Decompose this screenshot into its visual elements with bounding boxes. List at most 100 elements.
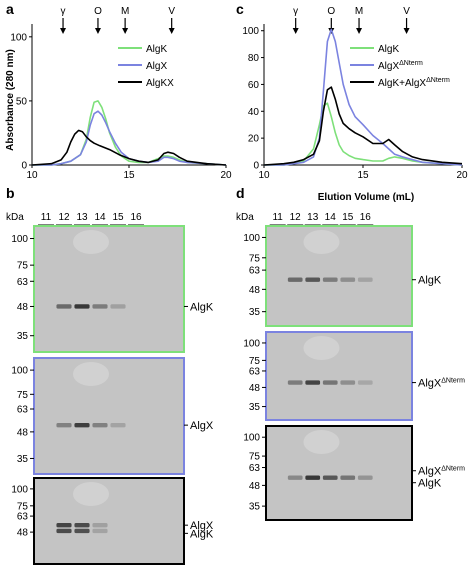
mw-marker-label: 75 [249, 452, 261, 463]
mw-marker-label: 75 [17, 261, 29, 272]
gel-band [340, 475, 356, 480]
band-label-main: AlgK [418, 478, 442, 490]
band-label-main: AlgX [418, 378, 442, 390]
series-line-0 [264, 102, 463, 166]
legend-entry-2: AlgK+AlgXΔNterm [378, 77, 450, 89]
marker-label: O [94, 6, 102, 17]
x-tick-label: 10 [258, 170, 270, 181]
gel-b-1: 100 75 63 48 35 AlgK [11, 225, 214, 353]
mw-marker-label: 48 [17, 427, 29, 438]
series-line-2 [263, 86, 463, 166]
chart-a: γ O M V 10 15 20 0 50 100 AlgK AlgX AlgKX Absorban… [5, 6, 232, 181]
chart-a-legend: AlgK AlgX AlgKX [118, 44, 174, 89]
gel-smudge [73, 362, 109, 386]
y-tick-label: 80 [248, 53, 260, 64]
gel-d-1: 100 75 63 48 35 AlgK [243, 225, 442, 327]
gel-band [357, 277, 373, 282]
gel-band [287, 380, 303, 385]
legend-entry-0: AlgK [378, 44, 399, 55]
mw-marker-label: 75 [17, 390, 29, 401]
mw-marker-label: 48 [249, 481, 261, 492]
gel-band [74, 522, 90, 528]
lane-label: 15 [112, 212, 124, 223]
band-label-main: AlgK [190, 528, 214, 540]
y-tick-label: 50 [16, 96, 28, 107]
gel-band [92, 522, 108, 528]
lane-label: 11 [41, 212, 52, 223]
chart-a-lines [31, 100, 227, 166]
chart-c-lines [263, 28, 463, 166]
gel-smudge [303, 230, 340, 254]
panel-label-d: d [236, 185, 245, 201]
band-label: AlgXΔNterm [418, 466, 465, 478]
gel-band [305, 475, 321, 480]
mw-marker-label: 100 [11, 366, 28, 377]
marker-label: M [121, 6, 129, 17]
mw-marker-label: 63 [17, 404, 29, 415]
gel-band [322, 475, 338, 480]
marker-arrow-head [403, 28, 410, 34]
band-label: AlgXΔNterm [418, 378, 465, 390]
band-label-main: AlgX [190, 420, 214, 432]
legend-entry-1: AlgX [146, 61, 167, 72]
mw-marker-label: 75 [17, 501, 29, 512]
mw-marker-label: 48 [17, 528, 29, 539]
mw-marker-label: 48 [249, 285, 261, 296]
gel-band [357, 475, 373, 480]
legend-entry-2-main: AlgKX [146, 78, 174, 89]
gel-band [56, 528, 72, 534]
legend-entry-2-superscript: ΔNterm [426, 77, 450, 84]
gel-band [340, 277, 356, 282]
mw-marker-label: 75 [249, 253, 261, 264]
panel-label-b: b [6, 185, 15, 201]
legend-entry-2: AlgKX [146, 78, 174, 89]
mw-marker-label: 35 [249, 402, 261, 413]
mw-marker-label: 100 [11, 484, 28, 495]
gel-image-frame [33, 357, 185, 475]
y-tick-label: 0 [21, 161, 27, 172]
marker-arrow-head [94, 28, 101, 34]
legend-entry-0: AlgK [146, 44, 167, 55]
lane-label: 15 [342, 212, 354, 223]
gel-image-frame [33, 225, 185, 353]
band-label-main: AlgX [418, 466, 442, 478]
gel-band [305, 380, 321, 385]
gel-d-kda-header: kDa [236, 212, 254, 223]
gel-band [322, 380, 338, 385]
gel-band [287, 277, 303, 282]
y-tick-label: 100 [10, 32, 27, 43]
mw-marker-label: 100 [243, 338, 260, 349]
gel-band [92, 422, 108, 428]
gel-band [56, 522, 72, 528]
band-label: AlgK [190, 301, 214, 313]
marker-label: V [403, 6, 410, 17]
band-label: AlgK [190, 528, 214, 540]
band-label: AlgK [418, 275, 442, 287]
gel-band [322, 277, 338, 282]
lane-label: 14 [94, 212, 106, 223]
gel-smudge [303, 336, 340, 360]
marker-arrow-head [168, 28, 175, 34]
chart-c-xlabel: Elution Volume (mL) [318, 192, 414, 203]
panel-label-c: c [236, 1, 244, 17]
legend-entry-2-main: AlgK+AlgX [378, 78, 426, 89]
gel-smudge [73, 482, 109, 506]
gel-smudge [73, 230, 109, 254]
lane-label: 12 [290, 212, 302, 223]
gel-b-kda-header: kDa [6, 212, 24, 223]
gel-band [56, 422, 72, 428]
lane-label: 11 [272, 212, 283, 223]
band-label-main: AlgK [190, 301, 214, 313]
chart-c-axes: 10 15 20 0 20 40 60 80 100 [242, 24, 468, 181]
y-tick-label: 40 [248, 107, 260, 118]
lane-label: 13 [307, 212, 319, 223]
marker-arrow-head [292, 28, 299, 34]
band-label-main: AlgK [418, 275, 442, 287]
mw-marker-label: 63 [249, 266, 261, 277]
gel-band [357, 380, 373, 385]
y-tick-label: 60 [248, 80, 260, 91]
chart-a-ylabel: Absorbance (280 nm) [5, 49, 16, 151]
